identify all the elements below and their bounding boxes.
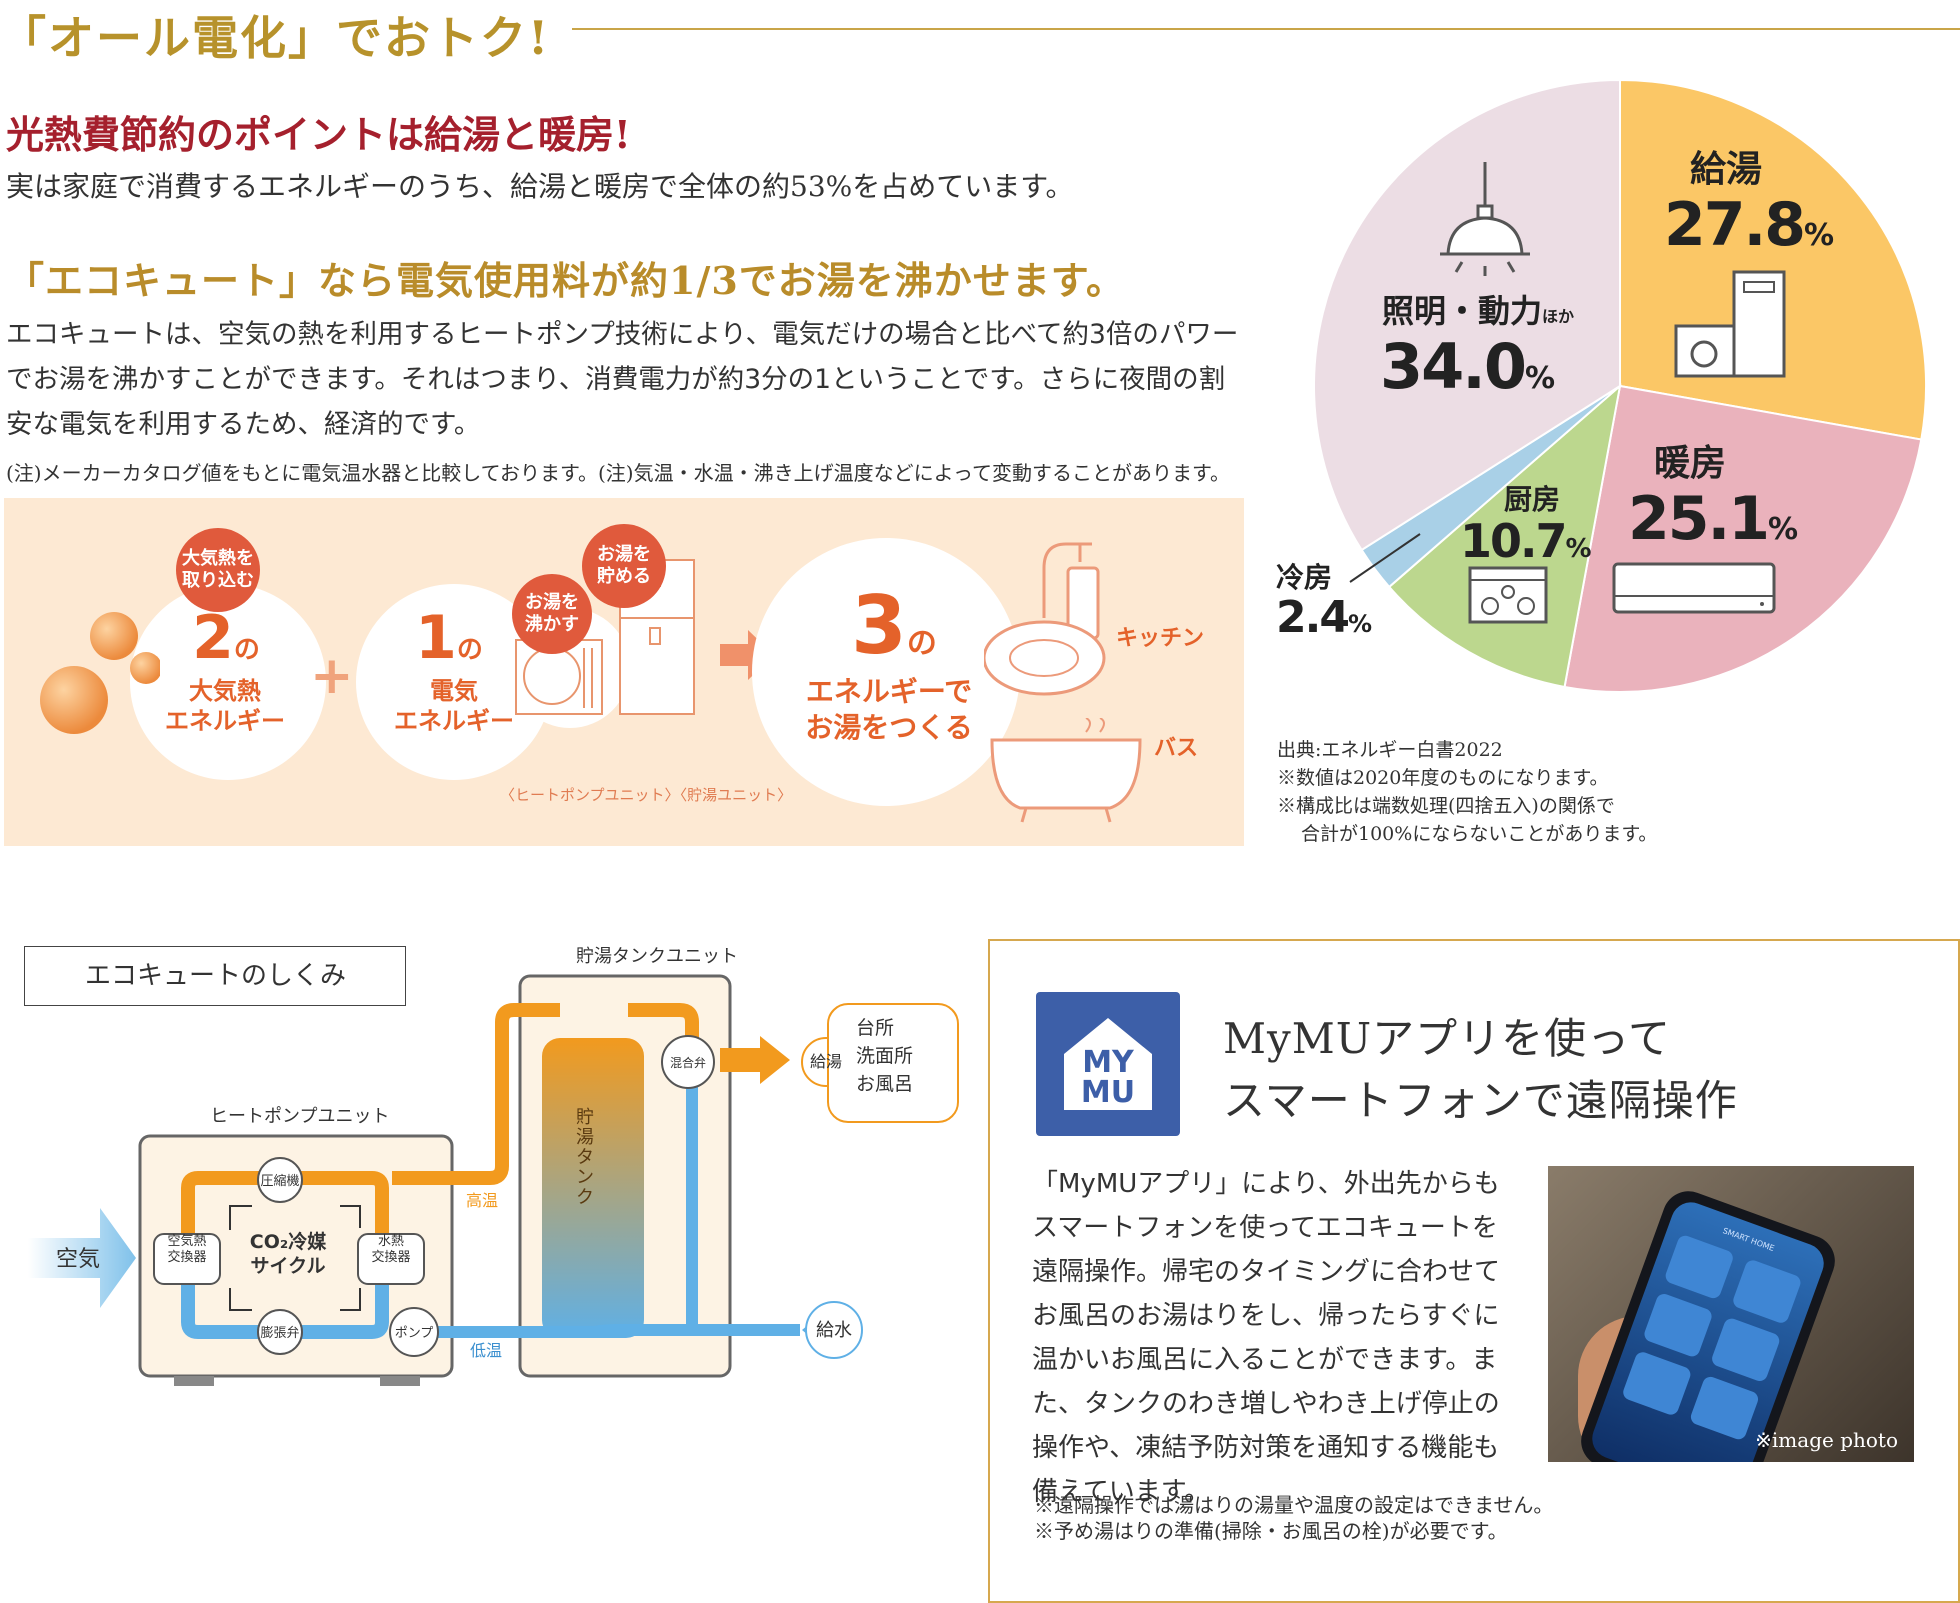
lamp-icon <box>1440 162 1530 276</box>
heatpump-unit-label: 〈ヒートポンプユニット〉 <box>500 786 680 804</box>
hot-supply-label: 給湯 <box>810 1052 842 1071</box>
air-spheres-icon <box>40 612 160 734</box>
badge-boil: お湯を 沸かす <box>512 574 592 654</box>
source-note: ※構成比は端数処理(四捨五入)の関係で <box>1277 795 1615 817</box>
system-title-box: エコキュートのしくみ <box>24 946 406 1006</box>
source-note: ※数値は2020年度のものになります。 <box>1277 767 1609 789</box>
title-divider <box>572 28 1960 30</box>
label-kyuto: 給湯 <box>1690 149 1763 190</box>
value-reibo: 2.4% <box>1276 592 1372 643</box>
mymu-note: ※予め湯はりの準備(掃除・お風呂の栓)が必要です。 <box>1034 1519 1508 1543</box>
water-heater-icon <box>1674 270 1786 378</box>
electric-no: の <box>456 635 483 665</box>
chart-source: 出典:エネルギー白書2022 ※数値は2020年度のものになります。 ※構成比は… <box>1277 736 1657 848</box>
label-chubo: 厨房 <box>1504 483 1561 516</box>
destinations-label: 台所 洗面所 お風呂 <box>856 1017 914 1095</box>
value-chubo: 10.7% <box>1460 514 1592 568</box>
hot-label: 高温 <box>466 1191 498 1210</box>
co2-cycle-label: CO₂冷媒 サイクル <box>249 1231 327 1277</box>
text-savings: 実は家庭で消費するエネルギーのうち、給湯と暖房で全体の約53%を占めています。 <box>6 170 1074 203</box>
heading-ecocute: 「エコキュート」なら電気使用料が約1/3でお湯を沸かせます。 <box>6 258 1125 303</box>
label-shomei: 照明・動力ほか <box>1382 292 1575 330</box>
cold-label: 低温 <box>470 1341 502 1360</box>
source-note: 合計が100%にならないことがあります。 <box>1301 823 1658 845</box>
bath-label: バス <box>1154 736 1199 761</box>
mymu-note: ※遠隔操作では湯はりの湯量や温度の設定はできません。 <box>1034 1493 1554 1517</box>
air-label: 空気 <box>56 1247 100 1272</box>
water-heat-exchanger-label: 水熱 交換器 <box>371 1234 411 1265</box>
value-shomei: 34.0% <box>1380 330 1556 403</box>
energy-banner: 大気熱を 取り込む 2の 大気熱 エネルギー + 1の 電気 エネルギー お湯を… <box>4 498 1244 846</box>
mixing-valve-label: 混合弁 <box>670 1055 706 1070</box>
heatpump-unit-title: ヒートポンプユニット <box>210 1106 389 1127</box>
air-energy-bubble <box>130 584 326 780</box>
air-conditioner-icon <box>1612 562 1776 614</box>
value-kyuto: 27.8% <box>1664 190 1835 260</box>
label-danbo: 暖房 <box>1654 443 1727 484</box>
expansion-valve-label: 膨張弁 <box>260 1326 299 1341</box>
mymu-title: MyMUアプリを使って スマートフォンで遠隔操作 <box>1223 1014 1738 1125</box>
kitchen-label: キッチン <box>1116 626 1205 651</box>
house-icon <box>1064 1018 1152 1110</box>
faucet-icon <box>984 542 1106 696</box>
note-catalog: (注)メーカーカタログ値をもとに電気温水器と比較しております。(注)気温・水温・… <box>6 461 1231 485</box>
value-danbo: 25.1% <box>1628 484 1799 554</box>
air-energy-label: 大気熱 エネルギー <box>165 677 285 735</box>
result-bubble <box>752 538 1020 806</box>
label-reibo: 冷房 <box>1276 561 1333 594</box>
water-supply-label: 給水 <box>816 1320 852 1341</box>
text-ecocute: エコキュートは、空気の熱を利用するヒートポンプ技術により、電気だけの場合と比べて… <box>6 319 1239 440</box>
heading-savings: 光熱費節約のポイントは給湯と暖房! <box>6 112 631 157</box>
page-title: 「オール電化」でおトク! <box>0 11 551 65</box>
badge-store: お湯を 貯める <box>582 524 666 608</box>
compressor-label: 圧縮機 <box>260 1173 299 1189</box>
smartphone-photo: SMART HOME ※image photo <box>1548 1166 1914 1462</box>
mymu-logo-text: MY MU <box>1080 1045 1136 1110</box>
result-label: エネルギーで お湯をつくる <box>805 675 973 744</box>
mymu-app-icon[interactable]: MY MU <box>1036 992 1180 1136</box>
bathtub-icon <box>990 718 1142 823</box>
air-number: 2 <box>192 603 234 673</box>
air-heat-exchanger-label: 空気熱 交換器 <box>167 1234 207 1265</box>
electric-energy-label: 電気 エネルギー <box>394 677 514 735</box>
pie-slice-4 <box>1313 78 1621 552</box>
result-number: 3 <box>851 579 907 672</box>
result-no: の <box>906 626 937 661</box>
tank-label: 貯湯タンク <box>576 1107 594 1208</box>
tank-unit-title: 貯湯タンクユニット <box>576 946 738 967</box>
mymu-notes: ※遠隔操作では湯はりの湯量や温度の設定はできません。 ※予め湯はりの準備(掃除・… <box>1034 1492 1553 1544</box>
mymu-description: 「MyMUアプリ」により、外出先からもスマートフォンを使ってエコキュートを遠隔操… <box>1032 1169 1501 1507</box>
tank-unit-label: 〈貯湯ユニット〉 <box>679 786 793 804</box>
source-line: 出典:エネルギー白書2022 <box>1277 739 1503 761</box>
pie-slice-1 <box>1563 384 1923 693</box>
badge-air-intake: 大気熱を 取り込む <box>176 528 260 612</box>
stove-icon <box>1468 566 1548 624</box>
cooling-leader-line <box>1349 533 1421 583</box>
pie-slice-2 <box>1387 383 1622 689</box>
ecocute-system-diagram: 貯湯タンクユニット ヒートポンプユニット 空気 圧縮機 膨張弁 ポンプ 混合弁 … <box>28 946 959 1386</box>
electric-number: 1 <box>415 603 457 673</box>
pump-label: ポンプ <box>395 1326 434 1341</box>
air-no: の <box>233 635 260 665</box>
photo-caption: ※image photo <box>1755 1428 1898 1452</box>
plus-sign: + <box>310 646 354 706</box>
